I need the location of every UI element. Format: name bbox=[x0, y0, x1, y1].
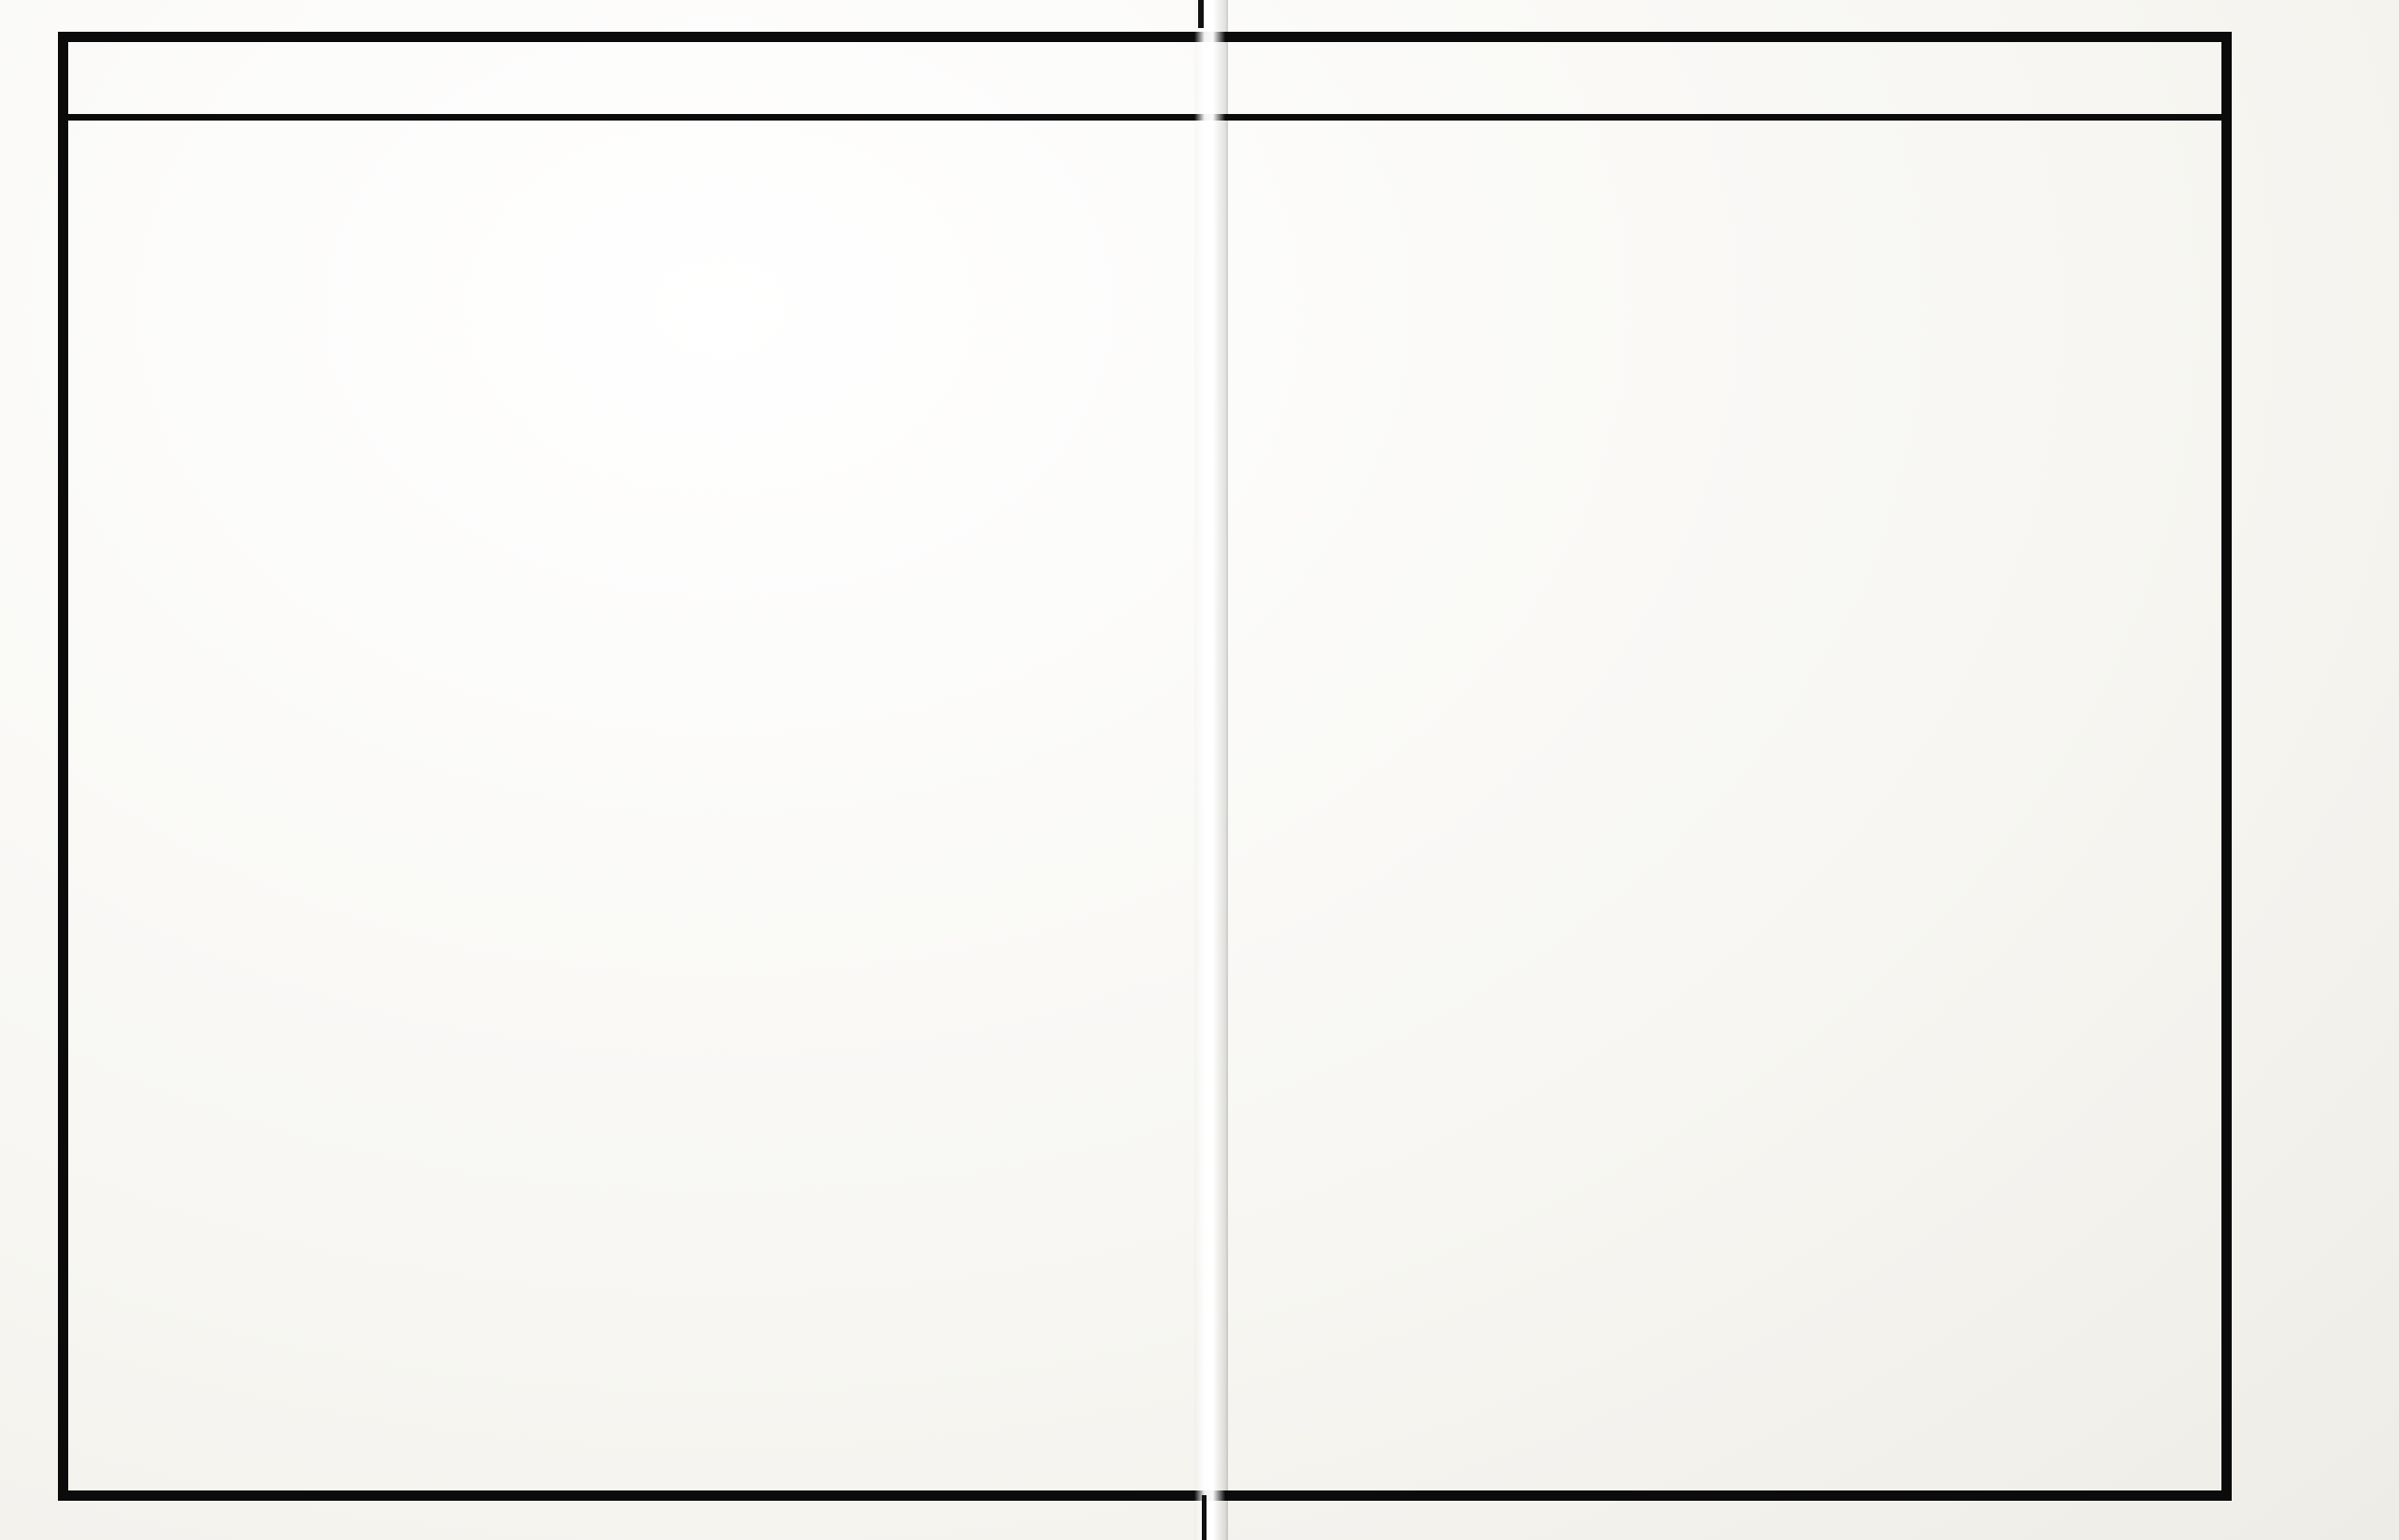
plot-area bbox=[68, 121, 2221, 1490]
header-divider bbox=[58, 114, 2232, 121]
chart-title bbox=[0, 234, 2399, 268]
series-canvas bbox=[68, 121, 2221, 1490]
gutter-bottom-mark bbox=[1202, 1495, 1207, 1540]
gutter-top-mark bbox=[1198, 0, 1204, 28]
chart-frame bbox=[58, 32, 2232, 1501]
